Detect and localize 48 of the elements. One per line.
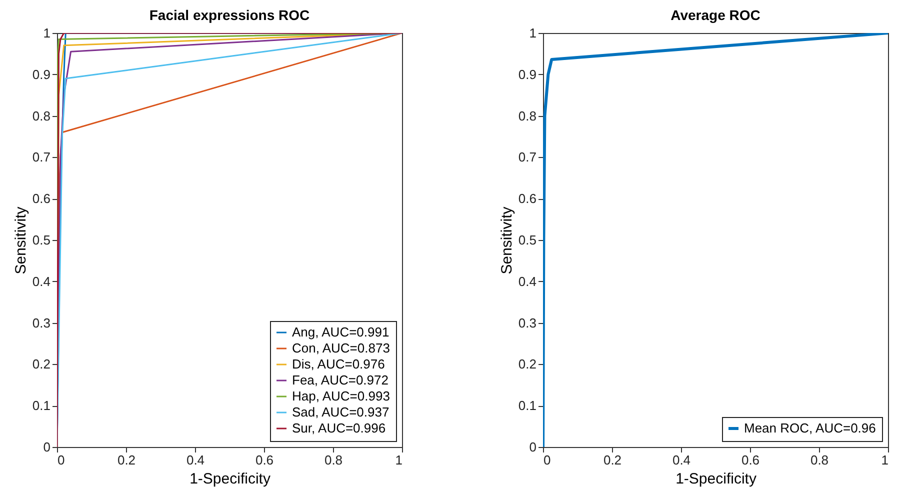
y-tick-label: 0.7 [32,150,50,165]
y-tick-label: 1 [529,26,536,40]
x-tick-label: 0.4 [672,452,691,468]
y-tick-label: 0.9 [518,66,536,82]
x-axis-title: 1-Specificity [190,470,271,488]
y-tick-label: 0.7 [518,150,536,165]
x-tick-label: 0 [58,452,65,468]
legend-label: Hap, AUC=0.993 [292,388,390,404]
x-tick-label: 1 [881,452,888,468]
y-tick-label: 0.8 [32,108,50,124]
y-tick-label: 1 [43,26,50,40]
x-tick-label: 0.8 [810,452,829,468]
y-tick-label: 0.2 [518,356,536,372]
chart-title: Facial expressions ROC [149,7,310,23]
y-tick-label: 0.1 [518,398,536,414]
y-tick-label: 0 [529,440,536,454]
y-tick-label: 0.1 [32,398,50,414]
legend-label: Dis, AUC=0.976 [292,356,385,372]
legend-label: Sur, AUC=0.996 [292,420,386,436]
y-tick-label: 0.6 [518,191,536,206]
x-tick-label: 0.8 [324,452,343,468]
legend-label: Sad, AUC=0.937 [292,404,390,420]
x-tick-label: 0.2 [603,452,622,468]
x-tick-label: 0.6 [741,452,760,468]
chart-title: Average ROC [670,7,760,23]
y-tick-label: 0.4 [32,274,50,289]
legend-label: Fea, AUC=0.972 [292,372,388,388]
y-tick-label: 0.8 [518,108,536,124]
y-tick-label: 0.5 [518,232,536,248]
y-tick-label: 0.9 [32,66,50,82]
y-axis-title: Sensitivity [12,206,30,274]
y-tick-label: 0.3 [518,315,536,330]
x-tick-label: 0.6 [255,452,274,468]
x-tick-label: 0.4 [186,452,205,468]
y-tick-label: 0.3 [32,315,50,330]
y-tick-label: 0.5 [32,232,50,248]
x-tick-label: 0 [544,452,551,468]
x-tick-label: 1 [395,452,402,468]
y-tick-label: 0.6 [32,191,50,206]
y-tick-label: 0.4 [518,274,536,289]
x-tick-label: 0.2 [117,452,136,468]
legend-label: Con, AUC=0.873 [292,340,390,356]
x-axis-title: 1-Specificity [676,470,757,488]
y-tick-label: 0 [43,440,50,454]
y-tick-label: 0.2 [32,356,50,372]
y-axis-title: Sensitivity [498,206,516,274]
legend-label: Mean ROC, AUC=0.96 [744,420,876,436]
legend-label: Ang, AUC=0.991 [292,324,390,340]
